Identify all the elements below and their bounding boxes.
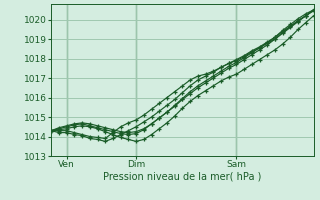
X-axis label: Pression niveau de la mer( hPa ): Pression niveau de la mer( hPa ) (103, 172, 261, 182)
